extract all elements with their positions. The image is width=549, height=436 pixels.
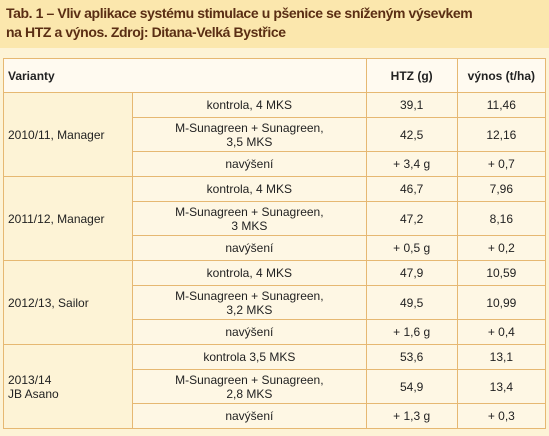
variant-cell: kontrola, 4 MKS [132, 92, 367, 118]
group-label: 2011/12, Manager [3, 176, 133, 261]
table-row: 2012/13, Sailor kontrola, 4 MKS 47,9 10,59 [3, 260, 547, 345]
variant-cell: kontrola, 4 MKS [132, 176, 367, 202]
value-cell: 46,7 [365, 176, 458, 202]
value-cell: 47,9 [365, 260, 458, 286]
table-row: 2013/14 JB Asano kontrola 3,5 MKS 53,6 13,1 [3, 344, 547, 429]
title-line: na HTZ a výnos. Zdroj: Ditana-Velká Byst… [6, 24, 286, 40]
header-row: Varianty HTZ (g) výnos (t/ha) [3, 58, 547, 93]
table-row: navýšení + 0,5 g + 0,2 [4, 235, 547, 261]
value-cell: 12,16 [456, 117, 547, 152]
variant-cell: navýšení [132, 319, 367, 345]
value-cell: 49,5 [365, 285, 458, 320]
value-cell: 13,4 [456, 369, 547, 404]
variant-cell: M-Sunagreen + Sunagreen, 3,5 MKS [132, 117, 367, 152]
variant-cell: M-Sunagreen + Sunagreen, 2,8 MKS [132, 369, 367, 404]
value-cell: + 0,7 [456, 151, 547, 177]
value-cell: 7,96 [456, 176, 547, 202]
table-row: 2011/12, Manager kontrola, 4 MKS 46,7 7,96 [3, 176, 547, 261]
value-cell: + 0,4 [456, 319, 547, 345]
variant-cell: navýšení [132, 403, 367, 429]
table-row: navýšení + 3,4 g + 0,7 [4, 151, 547, 177]
variant-cell: M-Sunagreen + Sunagreen, 3 MKS [132, 201, 367, 236]
variant-cell: navýšení [132, 235, 367, 261]
variant-cell: navýšení [132, 151, 367, 177]
value-cell: 54,9 [365, 369, 458, 404]
value-cell: 42,5 [365, 117, 458, 152]
variant-cell: kontrola 3,5 MKS [132, 344, 367, 370]
table-row: M-Sunagreen + Sunagreen, 3,5 MKS 42,5 12,1… [4, 117, 547, 152]
variant-cell: M-Sunagreen + Sunagreen, 3,2 MKS [132, 285, 367, 320]
table-row: 2010/11, Manager kontrola, 4 MKS 39,1 11,46 [3, 92, 547, 177]
value-cell: + 0,5 g [365, 235, 458, 261]
data-table: Varianty HTZ (g) výnos (t/ha) 2010/11, M… [3, 58, 547, 429]
header-cell: výnos (t/ha) [456, 58, 547, 93]
table-row: navýšení + 1,6 g + 0,4 [4, 319, 547, 345]
header-cell: HTZ (g) [365, 58, 458, 93]
table-row: M-Sunagreen + Sunagreen, 2,8 MKS 54,9 13,4 [4, 369, 547, 404]
value-cell: + 1,3 g [365, 403, 458, 429]
value-cell: + 0,2 [456, 235, 547, 261]
value-cell: + 1,6 g [365, 319, 458, 345]
value-cell: 11,46 [456, 92, 547, 118]
group-label: 2013/14 JB Asano [3, 344, 133, 429]
group-label: 2012/13, Sailor [3, 260, 133, 345]
value-cell: 8,16 [456, 201, 547, 236]
value-cell: + 3,4 g [365, 151, 458, 177]
value-cell: 10,59 [456, 260, 547, 286]
value-cell: 39,1 [365, 92, 458, 118]
variant-cell: kontrola, 4 MKS [132, 260, 367, 286]
value-cell: + 0,3 [456, 403, 547, 429]
header-cell: Varianty [3, 58, 367, 93]
value-cell: 13,1 [456, 344, 547, 370]
table-row: M-Sunagreen + Sunagreen, 3 MKS 47,2 8,16 [4, 201, 547, 236]
value-cell: 10,99 [456, 285, 547, 320]
value-cell: 47,2 [365, 201, 458, 236]
table-body: 2010/11, Manager kontrola, 4 MKS 39,1 11,46… [3, 92, 547, 429]
table-row: navýšení + 1,3 g + 0,3 [4, 403, 547, 429]
group-label: 2010/11, Manager [3, 92, 133, 177]
title-line: Tab. 1 – Vliv aplikace systému stimulace… [6, 5, 473, 21]
table-title: Tab. 1 – Vliv aplikace systému stimulace… [0, 0, 549, 48]
value-cell: 53,6 [365, 344, 458, 370]
